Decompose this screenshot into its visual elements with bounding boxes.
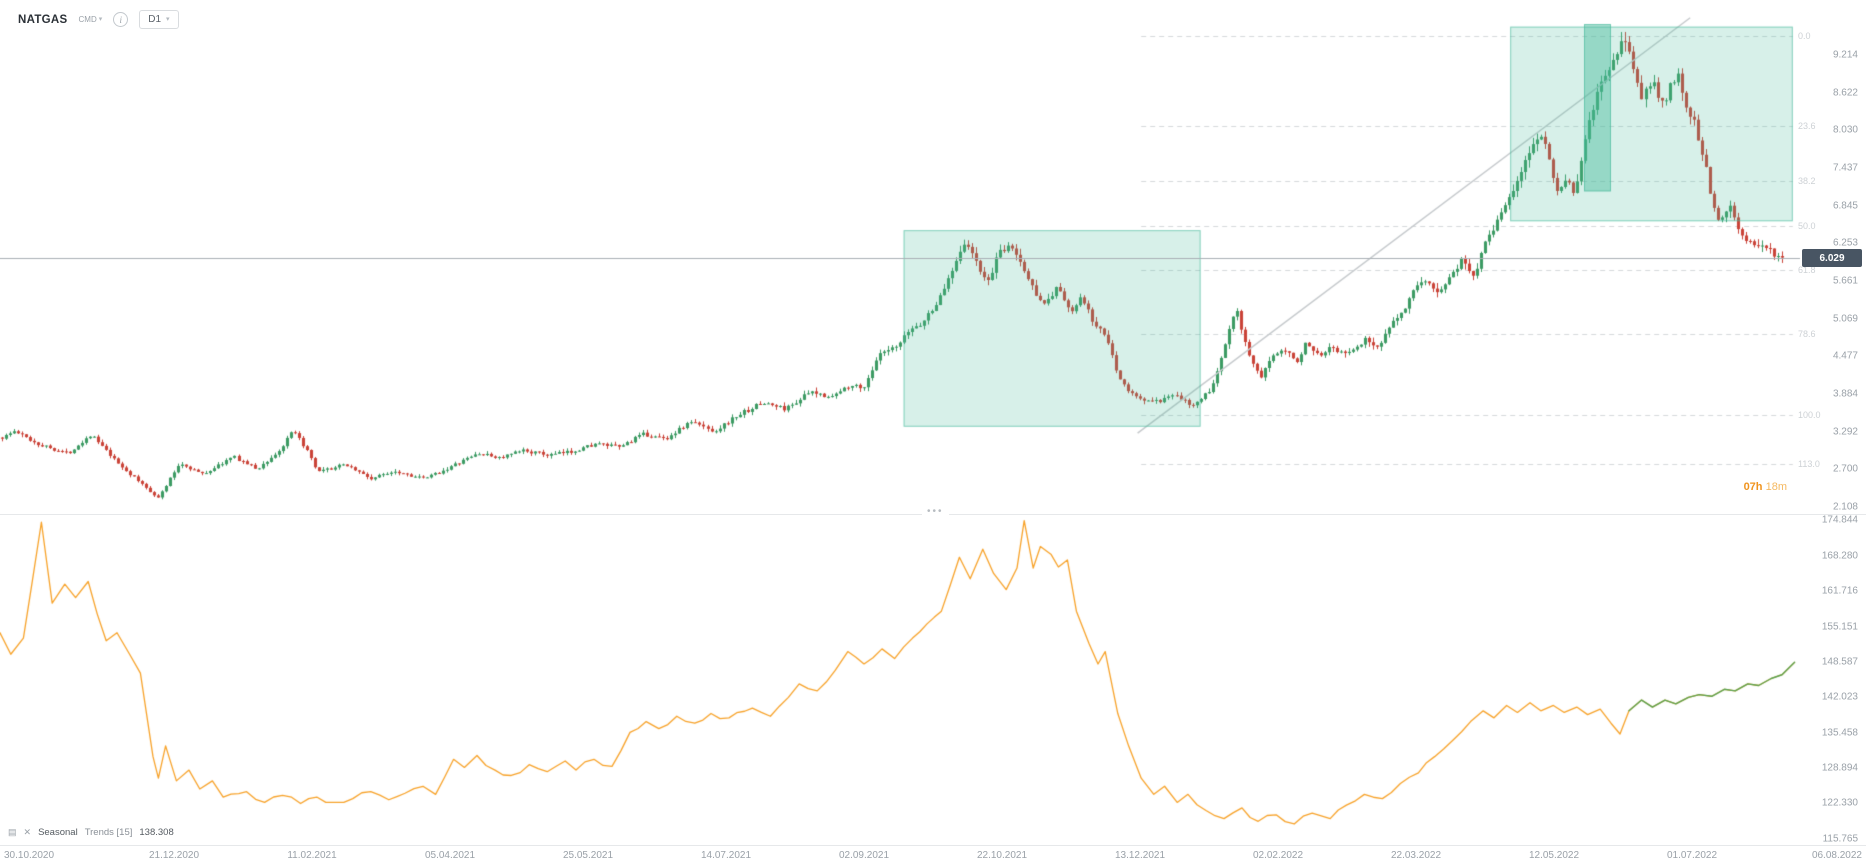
- indicator-name: Seasonal: [38, 827, 78, 838]
- fibonacci-level-label: 0.0: [1798, 31, 1811, 42]
- indicator-tick-label: 168.280: [1821, 550, 1858, 562]
- price-axis[interactable]: 9.214 8.622 8.030 7.437 6.845 6.253 5.661 5.069…: [1800, 0, 1866, 514]
- fibonacci-level-label: 23.6: [1798, 120, 1816, 131]
- date-tick-label: 22.03.2022: [1390, 850, 1442, 861]
- indicator-tick-label: 115.765: [1822, 833, 1858, 845]
- timeframe-label: D1: [148, 14, 162, 25]
- countdown-minutes: 18m: [1765, 481, 1787, 493]
- current-price-badge: 6.029: [1802, 249, 1862, 267]
- indicator-axis[interactable]: 174.844 168.280 161.716 155.151 148.587 142.0…: [1800, 514, 1866, 845]
- date-tick-label: 22.10.2021: [976, 850, 1028, 861]
- instrument-header: NATGAS CMD ▾ i D1 ▾: [18, 10, 179, 29]
- price-tick-label: 3.292: [1832, 426, 1858, 438]
- price-tick-label: 8.030: [1832, 124, 1858, 136]
- indicator-params: Trends [15]: [84, 827, 133, 838]
- indicator-value: 138.308: [139, 827, 174, 838]
- indicator-tick-label: 148.587: [1821, 656, 1858, 668]
- date-tick-label: 13.12.2021: [1114, 850, 1166, 861]
- price-tick-label: 6.253: [1832, 237, 1858, 249]
- date-tick-label: 01.07.2022: [1666, 850, 1718, 861]
- indicator-close-icon[interactable]: ✕: [23, 827, 32, 837]
- price-tick-label: 2.700: [1832, 463, 1858, 475]
- fibonacci-level-label: 38.2: [1798, 175, 1816, 186]
- chevron-down-icon: ▾: [166, 16, 170, 23]
- market-category-label: CMD: [78, 15, 97, 24]
- indicator-tick-label: 142.023: [1821, 691, 1858, 703]
- pane-resize-handle-icon[interactable]: •••: [922, 507, 949, 517]
- indicator-chart-icon[interactable]: ▤: [8, 827, 17, 837]
- date-tick-label: 02.09.2021: [838, 850, 890, 861]
- market-category-selector[interactable]: CMD ▾: [79, 15, 103, 24]
- countdown-hours: 07h: [1743, 481, 1763, 493]
- pane-separator[interactable]: •••: [0, 507, 1866, 517]
- price-tick-label: 5.661: [1832, 275, 1858, 287]
- price-tick-label: 6.845: [1832, 200, 1858, 212]
- fibonacci-level-label: 50.0: [1798, 220, 1816, 231]
- price-tick-label: 4.477: [1832, 350, 1858, 362]
- fibonacci-level-label: 61.8: [1798, 265, 1816, 276]
- indicator-tick-label: 155.151: [1821, 621, 1858, 632]
- info-icon[interactable]: i: [113, 12, 129, 27]
- date-tick-label: 21.12.2020: [148, 850, 200, 861]
- date-tick-label: 02.02.2022: [1252, 850, 1304, 861]
- fibonacci-level-label: 100.0: [1798, 410, 1821, 421]
- indicator-legend: ▤ ✕ Seasonal Trends [15] 138.308: [8, 827, 174, 838]
- date-tick-label: 30.10.2020: [4, 850, 55, 861]
- indicator-tick-label: 122.330: [1821, 797, 1858, 809]
- chevron-down-icon: ▾: [98, 16, 103, 23]
- fibonacci-level-label: 113.0: [1798, 459, 1820, 470]
- date-tick-label: 12.05.2022: [1528, 850, 1580, 861]
- indicator-tick-label: 174.844: [1821, 514, 1858, 526]
- price-tick-label: 8.622: [1832, 87, 1858, 99]
- date-tick-label: 11.02.2021: [287, 850, 337, 861]
- candle-countdown: 07h 18m: [1744, 481, 1787, 493]
- price-tick-label: 7.437: [1832, 162, 1858, 174]
- indicator-tick-label: 161.716: [1821, 585, 1858, 597]
- date-axis[interactable]: 30.10.2020 21.12.2020 11.02.2021 05.04.2021…: [0, 845, 1866, 865]
- indicator-tick-label: 128.894: [1821, 762, 1858, 774]
- date-tick-label: 05.04.2021: [424, 850, 476, 861]
- price-tick-label: 9.214: [1832, 49, 1858, 61]
- price-tick-label: 2.108: [1832, 501, 1858, 513]
- date-tick-label: 25.05.2021: [562, 850, 614, 861]
- date-tick-label: 14.07.2021: [700, 850, 752, 861]
- price-tick-label: 5.069: [1832, 313, 1858, 325]
- timeframe-dropdown[interactable]: D1 ▾: [139, 10, 179, 29]
- indicator-tick-label: 135.458: [1821, 727, 1858, 739]
- price-tick-label: 3.884: [1832, 388, 1858, 400]
- date-tick-label: 06.08.2022: [1811, 850, 1862, 861]
- fibonacci-level-label: 78.6: [1798, 328, 1816, 339]
- instrument-symbol: NATGAS: [18, 13, 68, 26]
